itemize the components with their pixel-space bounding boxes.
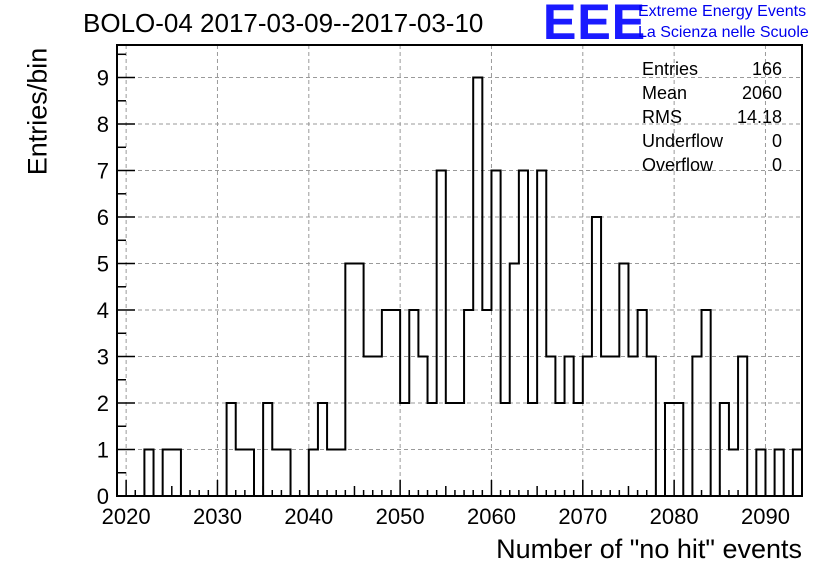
plot-frame xyxy=(116,44,803,497)
y-tick-label: 3 xyxy=(97,345,109,370)
stat-value: 0 xyxy=(771,131,782,151)
x-tick-label: 2050 xyxy=(376,504,425,529)
y-tick-label: 4 xyxy=(97,298,109,323)
stat-row-overflow: Overflow 0 xyxy=(642,154,782,178)
x-tick-labels: 2020 2030 2040 2050 2060 2070 2080 2090 xyxy=(102,504,790,529)
x-tick-label: 2020 xyxy=(102,504,151,529)
stat-row-mean: Mean 2060 xyxy=(642,82,782,106)
y-tick-label: 5 xyxy=(97,252,109,277)
grid-lines xyxy=(117,45,802,496)
eee-logo: EEE Extreme Energy Events La Scienza nel… xyxy=(543,0,833,48)
y-axis-label: Entries/bin xyxy=(22,47,53,176)
stat-value: 14.18 xyxy=(736,107,782,127)
y-tick-label: 7 xyxy=(97,159,109,184)
stat-label: Underflow xyxy=(642,131,724,151)
logo-tagline-1: Extreme Energy Events xyxy=(638,3,807,20)
stat-label: Entries xyxy=(642,59,699,79)
stat-label: RMS xyxy=(642,107,682,127)
stat-label: Mean xyxy=(642,83,688,103)
x-tick-label: 2040 xyxy=(284,504,333,529)
stats-box: Entries 166 Mean 2060 RMS 14.18 Underflo… xyxy=(642,58,782,178)
x-tick-label: 2030 xyxy=(193,504,242,529)
y-tick-label: 8 xyxy=(97,112,109,137)
y-tick-labels: 0 1 2 3 4 5 6 7 8 9 xyxy=(97,66,109,509)
stat-value: 0 xyxy=(771,155,782,175)
x-tick-label: 2060 xyxy=(467,504,516,529)
y-tick-label: 0 xyxy=(97,484,109,509)
stat-row-underflow: Underflow 0 xyxy=(642,130,782,154)
stat-label: Overflow xyxy=(642,155,714,175)
y-tick-label: 1 xyxy=(97,438,109,463)
stat-value: 2060 xyxy=(741,83,782,103)
y-tick-label: 2 xyxy=(97,391,109,416)
stat-value: 166 xyxy=(751,59,782,79)
axis-ticks xyxy=(117,53,803,497)
x-tick-label: 2090 xyxy=(741,504,790,529)
y-tick-label: 6 xyxy=(97,205,109,230)
x-tick-label: 2080 xyxy=(650,504,699,529)
logo-tagline-2: La Scienza nelle Scuole xyxy=(638,24,809,41)
x-axis-label: Number of "no hit" events xyxy=(496,534,802,564)
stat-row-rms: RMS 14.18 xyxy=(642,106,782,130)
logo-mark: EEE xyxy=(543,0,647,50)
chart-title: BOLO-04 2017-03-09--2017-03-10 xyxy=(83,8,484,38)
y-tick-label: 9 xyxy=(97,66,109,91)
stat-row-entries: Entries 166 xyxy=(642,58,782,82)
x-tick-label: 2070 xyxy=(558,504,607,529)
